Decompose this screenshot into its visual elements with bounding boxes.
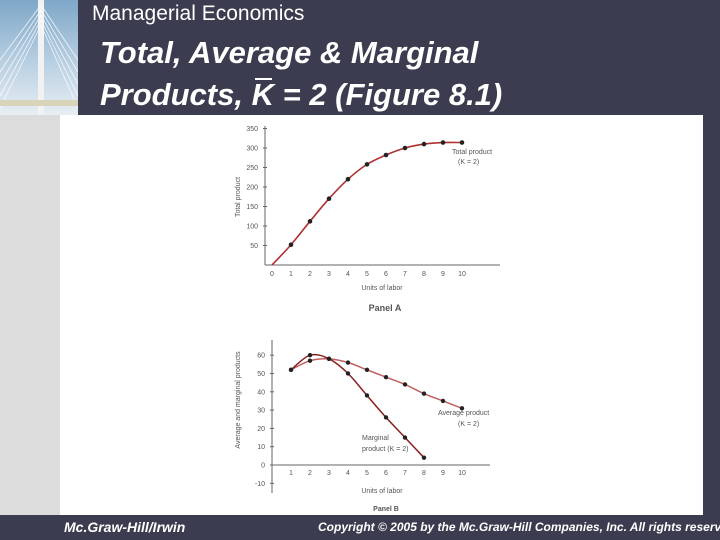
total-product-point	[326, 196, 332, 201]
total-product-point	[307, 219, 313, 224]
total-product-point	[440, 140, 446, 145]
title-part-a: Products,	[100, 77, 252, 112]
panel-a-x-tick: 10	[458, 271, 466, 278]
panel-b-y-tick: 40	[257, 389, 265, 396]
panel-a-y-tick: 250	[246, 165, 258, 172]
title-line-1: Total, Average & Marginal	[100, 35, 479, 70]
panel-b-xlabel: Units of labor	[361, 488, 403, 495]
panel-b-plot: 1 2 3 4 5 6 7 8 9 10 60 50 40 30 20 10 0 -10	[255, 353, 466, 488]
marginal-product-point	[402, 435, 408, 440]
figure-chart-svg: Total product Units of labor Panel A Tot…	[235, 126, 500, 513]
panel-a-x-tick: 2	[308, 271, 312, 278]
course-title: Managerial Economics	[92, 2, 305, 25]
bridge-photo	[0, 0, 78, 115]
panel-a-x-tick: 0	[270, 271, 274, 278]
footer-bar	[0, 515, 720, 540]
panel-b-x-tick: 10	[458, 470, 466, 477]
panel-b-x-tick: 3	[327, 470, 331, 477]
average-product-line	[290, 358, 463, 409]
panel-a-y-tick: 150	[246, 204, 258, 211]
marginal-product-label-1: Marginal	[362, 435, 389, 442]
average-product-point	[364, 367, 370, 373]
title-k-bar: K	[252, 74, 274, 116]
panel-a-x-tick: 1	[289, 271, 293, 278]
panel-a-y-tick: 350	[246, 126, 258, 133]
panel-a-y-tick: 100	[246, 224, 258, 231]
average-product-point	[345, 360, 351, 365]
panel-b-x-tick: 9	[441, 470, 445, 477]
total-product-point	[364, 162, 370, 167]
panel-a-y-tick: 200	[246, 185, 258, 192]
title-part-b: = 2 (Figure 8.1)	[273, 77, 503, 112]
panel-a-label: Panel A	[369, 303, 402, 313]
panel-a-xlabel: Units of labor	[361, 285, 403, 292]
panel-a-y-tick: 300	[246, 146, 258, 153]
panel-a-plot: 0 1 2 3 4 5 6 7 8 9 10 50 100 150 200 250 300 350	[246, 126, 466, 278]
panel-a-y-tick: 50	[250, 243, 258, 250]
panel-b-x-tick: 6	[384, 470, 388, 477]
panel-a-x-tick: 3	[327, 271, 331, 278]
panel-b-y-tick: 0	[261, 463, 265, 470]
average-product-point	[307, 358, 313, 363]
panel-a-x-tick: 5	[365, 271, 369, 278]
total-product-point	[421, 141, 427, 147]
panel-a-x-tick: 8	[422, 271, 426, 278]
footer-copyright: Copyright © 2005 by the Mc.Graw-Hill Com…	[318, 520, 720, 534]
marginal-product-label-2: product (K = 2)	[362, 446, 409, 453]
marginal-product-point	[288, 367, 294, 373]
marginal-product-line	[290, 353, 425, 459]
total-product-point	[383, 152, 389, 158]
panel-a-x-tick: 4	[346, 271, 350, 278]
total-product-point	[288, 242, 294, 248]
panel-b-y-tick: 30	[257, 408, 265, 415]
marginal-product-point	[421, 455, 427, 460]
panel-a-x-tick: 7	[403, 271, 407, 278]
panel-b-label: Panel B	[373, 506, 399, 513]
panel-b-x-tick: 5	[365, 470, 369, 477]
panel-a-x-tick: 6	[384, 271, 388, 278]
panel-b-x-tick: 4	[346, 470, 350, 477]
panel-b-ylabel: Average and marginal products	[235, 351, 242, 449]
average-product-label-1: Average product	[438, 410, 489, 417]
panel-b-x-tick: 8	[422, 470, 426, 477]
title-line-2: Products, K = 2 (Figure 8.1)	[100, 74, 502, 116]
panel-b-x-tick: 7	[403, 470, 407, 477]
panel-a-x-tick: 9	[441, 271, 445, 278]
total-product-label-1: Total product	[452, 149, 492, 156]
panel-b-y-tick: 50	[257, 371, 265, 378]
average-product-point	[402, 382, 408, 387]
average-product-point	[421, 391, 427, 396]
footer-publisher: Mc.Graw-Hill/Irwin	[64, 519, 186, 535]
panel-b-y-tick: 10	[257, 444, 265, 451]
total-product-point	[345, 176, 351, 182]
panel-b-y-tick: 20	[257, 426, 265, 433]
panel-b-y-tick: 60	[257, 353, 265, 360]
average-product-point	[383, 374, 389, 380]
total-product-line	[271, 141, 463, 266]
total-product-point	[459, 140, 465, 145]
marginal-product-point	[364, 393, 370, 398]
total-product-point	[402, 145, 408, 151]
figure-panel: Total product Units of labor Panel A Tot…	[60, 115, 703, 515]
panel-b-x-tick: 2	[308, 470, 312, 477]
panel-b-x-tick: 1	[289, 470, 293, 477]
average-product-point	[440, 398, 446, 404]
marginal-product-point	[326, 356, 332, 362]
marginal-product-point	[383, 415, 389, 420]
panel-b-y-tick: -10	[255, 481, 265, 488]
panel-a-ylabel: Total product	[235, 177, 242, 217]
marginal-product-point	[345, 371, 351, 376]
slide-title: Total, Average & Marginal Products, K = …	[100, 32, 502, 116]
average-product-label-2: (K = 2)	[458, 421, 479, 428]
average-product-point	[459, 406, 465, 411]
marginal-product-point	[307, 353, 313, 358]
total-product-label-2: (K = 2)	[458, 159, 479, 166]
